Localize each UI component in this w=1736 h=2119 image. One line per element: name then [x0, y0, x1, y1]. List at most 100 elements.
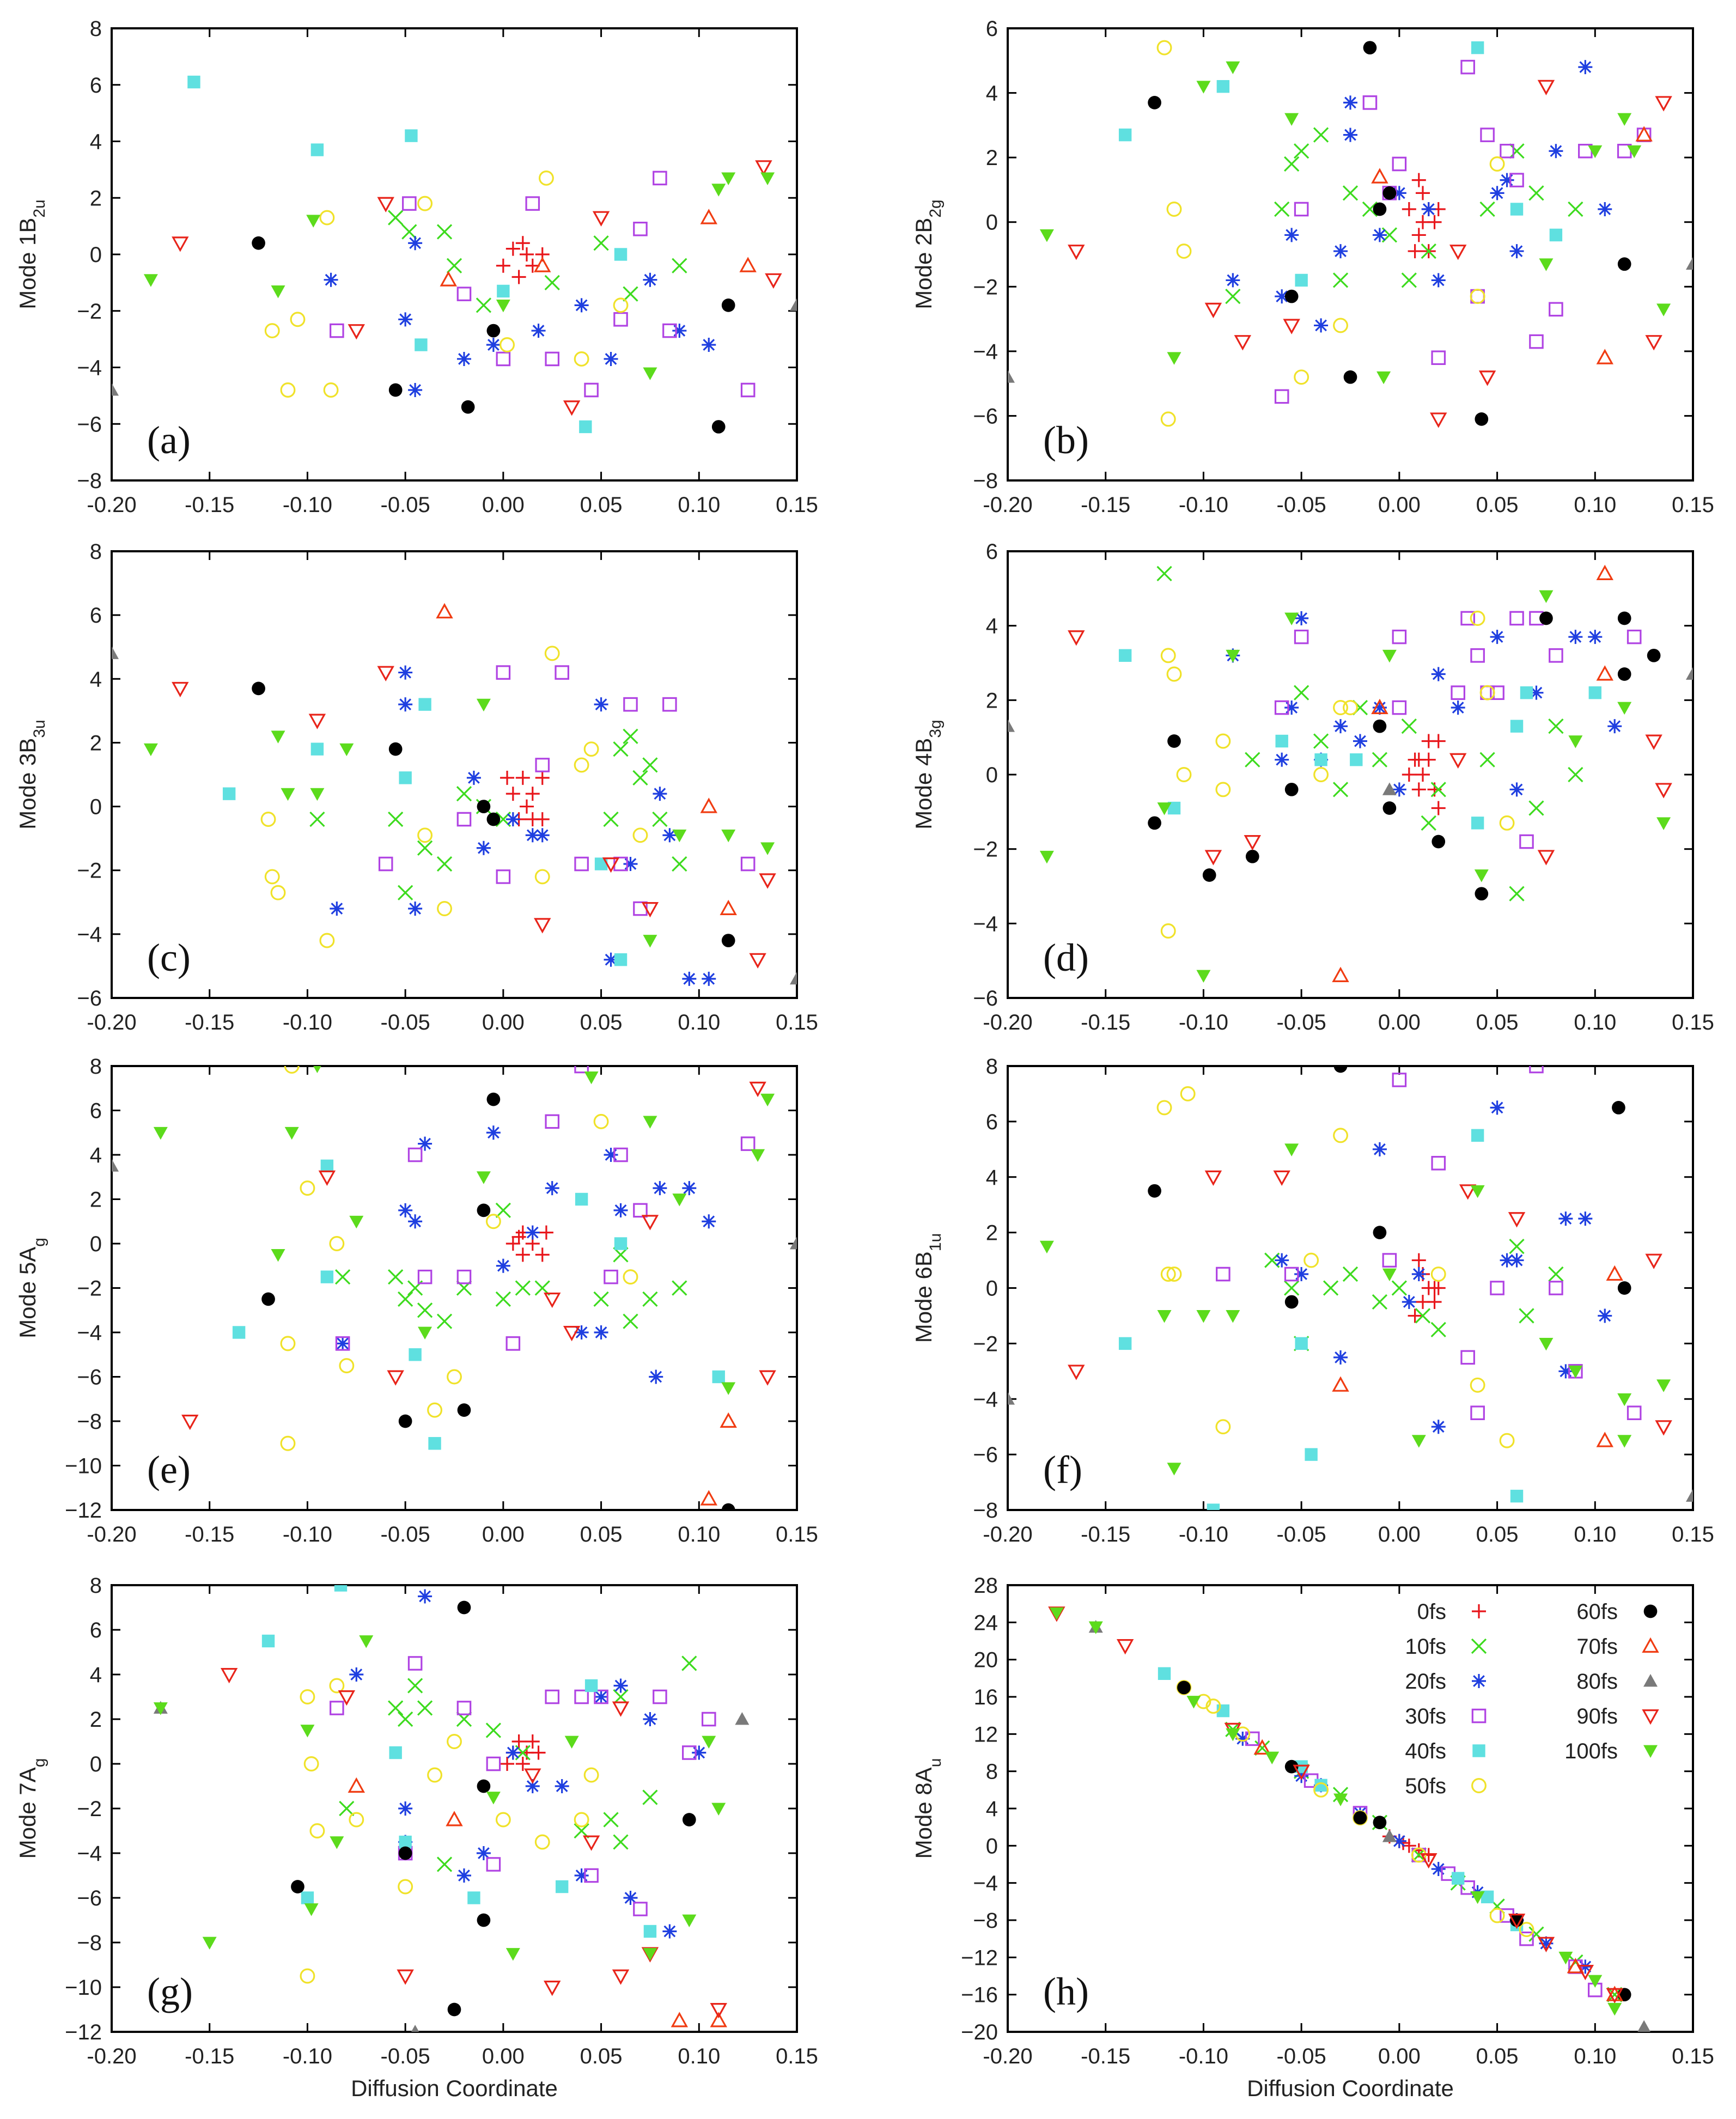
point-0fs	[505, 241, 520, 256]
point-60fs	[1284, 1759, 1299, 1774]
point-0fs	[525, 1734, 540, 1749]
point-10fs	[388, 1700, 404, 1716]
point-100fs	[1049, 1607, 1064, 1621]
point-90fs	[710, 2003, 727, 2019]
point-0fs	[500, 770, 515, 785]
point-20fs	[1235, 1731, 1250, 1746]
point-50fs	[574, 351, 589, 367]
point-30fs	[740, 856, 756, 872]
point-90fs	[1508, 1212, 1526, 1228]
point-40fs	[1207, 1503, 1220, 1510]
point-90fs	[1244, 835, 1262, 851]
point-30fs	[335, 1336, 350, 1351]
legend-marker-70fs	[1642, 1637, 1659, 1653]
point-20fs	[682, 1181, 697, 1196]
point-100fs	[505, 1948, 520, 1961]
point-10fs	[388, 811, 404, 827]
point-100fs	[1539, 1337, 1554, 1351]
y-tick-label: −12	[65, 2020, 102, 2044]
x-tick-label: -0.15	[185, 1010, 234, 1034]
point-30fs	[330, 1701, 344, 1715]
point-0fs	[1415, 768, 1430, 782]
point-50fs	[427, 1402, 443, 1418]
point-50fs	[1313, 767, 1329, 782]
point-100fs	[202, 1937, 217, 1950]
point-30fs	[594, 1689, 608, 1704]
point-50fs	[1470, 1377, 1485, 1393]
point-50fs	[280, 382, 296, 398]
x-tick-label: -0.15	[1081, 1523, 1130, 1546]
point-50fs	[1215, 782, 1231, 797]
point-30fs	[623, 697, 638, 712]
point-20fs	[1490, 186, 1504, 200]
point-100fs	[310, 788, 325, 801]
point-20fs	[398, 697, 413, 712]
x-tick-label: 0.05	[1476, 1523, 1519, 1546]
point-100fs	[1376, 371, 1391, 385]
x-tick-label: -0.05	[1277, 493, 1326, 517]
point-10fs	[417, 1700, 433, 1716]
point-20fs	[1558, 1211, 1573, 1226]
point-100fs	[672, 829, 687, 843]
point-60fs	[388, 383, 403, 397]
point-20fs	[1568, 630, 1583, 644]
plot-frame	[111, 1065, 798, 1511]
point-30fs	[1509, 611, 1524, 626]
point-60fs	[1167, 734, 1181, 748]
point-100fs	[1196, 1310, 1211, 1323]
y-tick-label: 0	[986, 763, 998, 787]
y-tick-label: 6	[90, 74, 102, 98]
point-90fs	[397, 1969, 414, 1985]
point-30fs	[653, 171, 667, 186]
point-100fs	[1196, 970, 1211, 983]
point-20fs	[702, 971, 716, 986]
point-20fs	[1275, 752, 1289, 767]
point-100fs	[1226, 1728, 1240, 1742]
point-30fs	[740, 1136, 756, 1151]
point-90fs	[1204, 850, 1222, 866]
point-0fs	[511, 1734, 526, 1749]
point-10fs	[1391, 1280, 1407, 1296]
point-10fs	[1607, 1987, 1623, 2002]
point-40fs	[1158, 1667, 1171, 1680]
y-tick-label: 0	[90, 1232, 102, 1256]
point-30fs	[574, 856, 589, 872]
y-tick-label: −8	[973, 1909, 998, 1933]
point-0fs	[515, 236, 530, 251]
x-tick-label: 0.15	[776, 2044, 818, 2068]
panel-label: (e)	[147, 1448, 191, 1491]
point-60fs	[711, 420, 726, 434]
point-40fs	[222, 787, 236, 800]
y-tick-label: 0	[90, 1752, 102, 1776]
point-90fs	[1204, 302, 1222, 319]
point-50fs	[1160, 411, 1176, 427]
x-tick-label: -0.15	[1081, 493, 1130, 517]
point-50fs	[485, 1214, 501, 1229]
point-60fs	[261, 1292, 275, 1306]
point-30fs	[653, 1689, 667, 1704]
point-90fs	[1537, 1937, 1555, 1953]
point-0fs	[1431, 734, 1446, 748]
point-30fs	[604, 1269, 618, 1284]
point-10fs	[613, 1247, 629, 1263]
point-100fs	[1382, 649, 1397, 663]
point-70fs	[440, 271, 457, 287]
point-50fs	[1166, 666, 1182, 682]
point-30fs	[1460, 1350, 1475, 1365]
point-80fs	[1686, 667, 1693, 680]
point-10fs	[642, 1291, 658, 1307]
point-60fs	[1245, 849, 1259, 863]
point-20fs	[653, 1181, 667, 1196]
panel-e: -0.20 -0.15 -0.10 -0.05 0.00 0.05 0.10 0.15 8 6 4 2…	[15, 1055, 818, 1546]
point-20fs	[336, 1336, 350, 1351]
legend-marker-80fs	[1643, 1674, 1658, 1687]
point-50fs	[1215, 1419, 1231, 1435]
point-100fs	[349, 1215, 364, 1229]
point-0fs	[1411, 228, 1426, 242]
point-10fs	[398, 1291, 413, 1307]
point-20fs	[662, 828, 677, 843]
point-50fs	[1160, 648, 1176, 663]
point-40fs	[1118, 1337, 1132, 1350]
point-10fs	[642, 1789, 658, 1805]
y-tick-label: 4	[90, 667, 102, 691]
